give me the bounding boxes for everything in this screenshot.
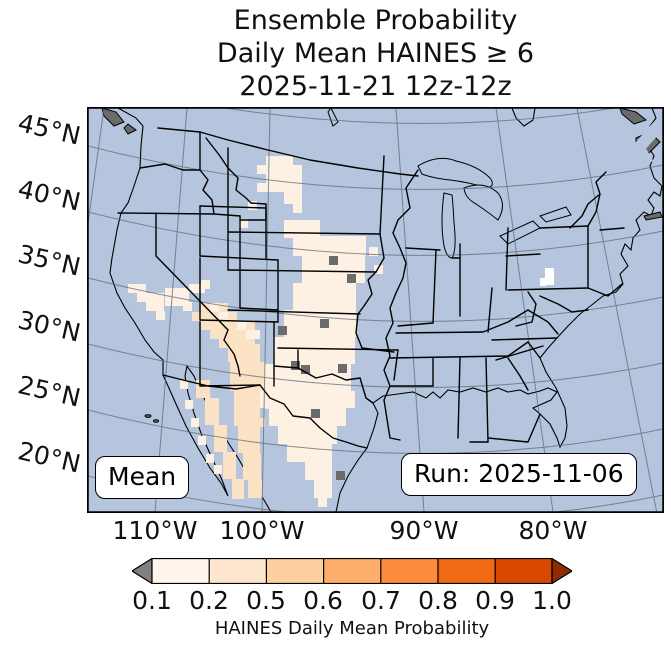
colorbar-seg-1 [152,558,210,584]
colorbar-seg-7 [495,558,552,584]
colorbar-seg-6 [438,558,496,584]
colorbar-tick-0.2: 0.2 [189,586,229,615]
lat-tick-35N: 35°N [15,239,84,282]
great-lakes [327,108,572,259]
lon-tick-110W: 110°W [112,516,198,545]
lake-winnipeg [327,108,339,127]
channel-island-speck [144,414,152,418]
mean-label: Mean [108,462,177,491]
lat-tick-45N: 45°N [15,108,84,151]
colorbar-tick-0.1: 0.1 [132,586,172,615]
colorbar-svg [130,557,574,587]
colorbar-under-arrow [130,557,153,585]
colorbar-tick-0.6: 0.6 [303,586,343,615]
title-line-3: 2025-11-21 12z-12z [239,71,512,102]
colorbar-caption: HAINES Daily Mean Probability [214,618,490,639]
lon-tick-80W: 80°W [518,516,588,545]
prob-cells-level1 [128,156,383,507]
long-island [643,211,663,221]
colorbar-tick-0.5: 0.5 [246,586,286,615]
colorbar-seg-3 [266,558,324,584]
state-borders [117,127,625,449]
lat-tick-40N: 40°N [15,174,84,217]
lake-superior [417,157,493,189]
colorbar [130,557,574,587]
newfoundland-island [619,108,648,125]
lat-tick-30N: 30°N [15,305,84,348]
run-annotation-box: Run: 2025-11-06 [401,453,637,496]
lat-tick-20N: 20°N [15,436,84,479]
title-line-1: Ensemble Probability [233,5,518,36]
lat-tick-25N: 25°N [15,370,84,413]
st-lawrence-river [555,122,663,237]
map-svg [88,108,663,512]
prob-holes [278,256,356,480]
title-line-2: Daily Mean HAINES ≥ 6 [216,38,535,69]
mean-annotation-box: Mean [95,456,190,499]
colorbar-tick-0.9: 0.9 [475,586,515,615]
colorbar-seg-5 [380,558,438,584]
channel-island-speck [153,419,159,423]
colorbar-tick-0.8: 0.8 [418,586,458,615]
white-patch-virginia [540,268,554,286]
colorbar-outline [151,557,553,585]
map-panel [87,107,664,513]
prob-cells-level2 [192,303,274,499]
figure-title: Ensemble Probability Daily Mean HAINES ≥… [88,4,663,103]
lon-tick-90W: 90°W [389,516,459,545]
ocean [88,108,663,512]
run-label: Run: 2025-11-06 [414,459,624,488]
colorbar-tick-1.0: 1.0 [532,586,572,615]
colorbar-seg-2 [209,558,267,584]
lake-ontario [539,206,572,223]
colorbar-tick-0.7: 0.7 [361,586,401,615]
vancouver-island [101,108,125,127]
colorbar-over-arrow [551,557,574,585]
lon-tick-100W: 100°W [219,516,305,545]
island-small [123,123,137,135]
colorbar-seg-4 [323,558,381,584]
